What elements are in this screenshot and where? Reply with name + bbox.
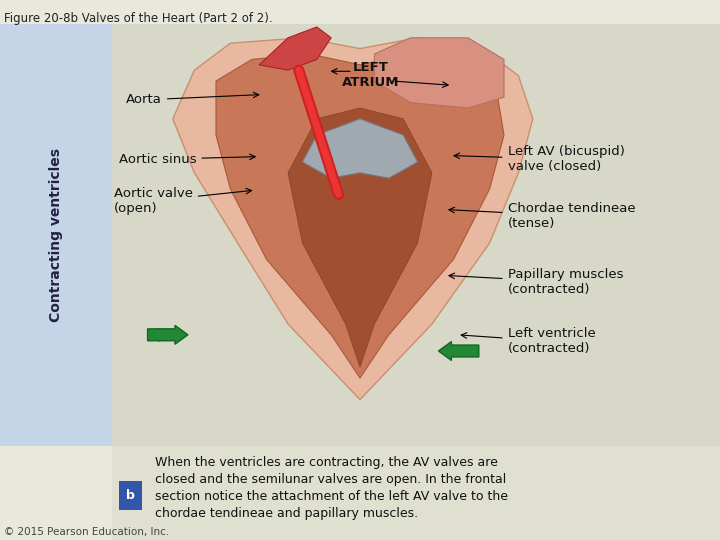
Text: When the ventricles are contracting, the AV valves are
closed and the semilunar : When the ventricles are contracting, the… bbox=[155, 456, 508, 521]
FancyBboxPatch shape bbox=[112, 446, 720, 540]
Polygon shape bbox=[173, 38, 533, 400]
Text: Figure 20-8b Valves of the Heart (Part 2 of 2).: Figure 20-8b Valves of the Heart (Part 2… bbox=[4, 12, 272, 25]
FancyArrow shape bbox=[438, 342, 479, 361]
FancyBboxPatch shape bbox=[0, 24, 112, 445]
Text: Aortic valve
(open): Aortic valve (open) bbox=[114, 187, 251, 215]
Polygon shape bbox=[259, 27, 331, 70]
Text: Aorta: Aorta bbox=[126, 92, 258, 106]
Text: Left ventricle
(contracted): Left ventricle (contracted) bbox=[462, 327, 595, 355]
Polygon shape bbox=[374, 38, 504, 108]
Text: LEFT
ATRIUM: LEFT ATRIUM bbox=[342, 60, 400, 89]
FancyBboxPatch shape bbox=[119, 481, 142, 510]
FancyArrow shape bbox=[148, 325, 188, 345]
FancyBboxPatch shape bbox=[112, 24, 720, 445]
Text: © 2015 Pearson Education, Inc.: © 2015 Pearson Education, Inc. bbox=[4, 527, 169, 537]
Text: Aortic sinus: Aortic sinus bbox=[119, 153, 255, 166]
Text: Contracting ventricles: Contracting ventricles bbox=[49, 148, 63, 322]
Text: Left AV (bicuspid)
valve (closed): Left AV (bicuspid) valve (closed) bbox=[454, 145, 624, 173]
Polygon shape bbox=[302, 119, 418, 178]
Text: b: b bbox=[126, 489, 135, 502]
Polygon shape bbox=[216, 54, 504, 378]
Text: Chordae tendineae
(tense): Chordae tendineae (tense) bbox=[449, 202, 635, 230]
Text: Papillary muscles
(contracted): Papillary muscles (contracted) bbox=[449, 268, 623, 296]
Polygon shape bbox=[288, 108, 432, 367]
